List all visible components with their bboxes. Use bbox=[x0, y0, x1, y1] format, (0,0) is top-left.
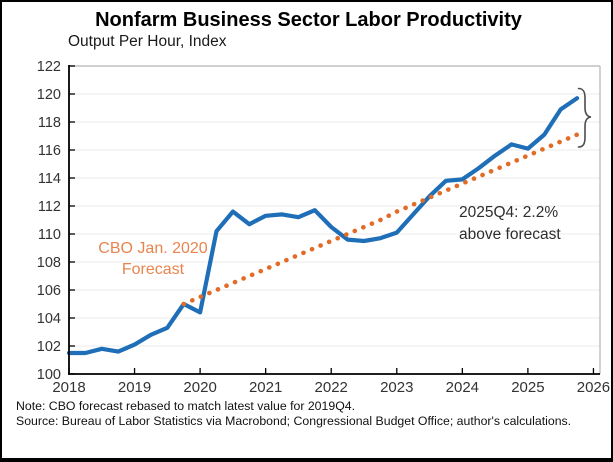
grid-layer bbox=[69, 93, 600, 347]
footnotes: Note: CBO forecast rebased to match late… bbox=[16, 399, 594, 428]
axes-layer: 100 102 104 106 108 110 112 114 116 118 120 122 2018… bbox=[37, 59, 610, 396]
y-tick-label: 112 bbox=[38, 199, 61, 215]
endpoint-annotation-line1: 2025Q4: 2.2% bbox=[459, 204, 559, 221]
note-text: Note: CBO forecast rebased to match late… bbox=[16, 399, 356, 413]
y-tick-label: 100 bbox=[37, 367, 61, 383]
y-tick-label: 122 bbox=[37, 59, 61, 75]
y-tick-label: 104 bbox=[37, 311, 61, 327]
x-tick-label: 2025 bbox=[511, 379, 544, 396]
forecast-annotation-line1: CBO Jan. 2020 bbox=[98, 240, 208, 257]
forecast-annotation: CBO Jan. 2020 Forecast bbox=[78, 238, 228, 280]
y-tick-label: 118 bbox=[38, 115, 61, 131]
y-tick-label: 108 bbox=[37, 255, 61, 271]
x-tick-label: 2026 bbox=[577, 379, 610, 396]
x-tick-label: 2020 bbox=[183, 379, 216, 396]
endpoint-annotation: 2025Q4: 2.2% above forecast bbox=[459, 202, 561, 246]
series-layer bbox=[66, 96, 580, 356]
y-tick-label: 114 bbox=[38, 171, 61, 187]
y-tick-label: 102 bbox=[37, 339, 61, 355]
x-tick-label: 2019 bbox=[118, 379, 151, 396]
y-tick-label: 106 bbox=[37, 283, 61, 299]
page-title: Nonfarm Business Sector Labor Productivi… bbox=[95, 9, 522, 31]
forecast-annotation-line2: Forecast bbox=[121, 261, 185, 278]
x-tick-label: 2024 bbox=[446, 379, 479, 396]
actual-line bbox=[66, 96, 580, 356]
endpoint-annotation-line2: above forecast bbox=[459, 226, 561, 243]
x-tick-label: 2018 bbox=[52, 379, 85, 396]
forecast-line bbox=[181, 132, 580, 307]
y-tick-label: 116 bbox=[38, 143, 61, 159]
y-tick-label: 110 bbox=[38, 227, 61, 243]
source-text: Source: Bureau of Labor Statistics via M… bbox=[16, 413, 572, 428]
y-tick-label: 120 bbox=[37, 87, 61, 103]
x-tick-label: 2023 bbox=[380, 379, 413, 396]
chart-subtitle: Output Per Hour, Index bbox=[68, 33, 227, 50]
brace-icon bbox=[577, 87, 592, 148]
x-tick-label: 2021 bbox=[249, 379, 282, 396]
x-tick-label: 2022 bbox=[315, 379, 348, 396]
